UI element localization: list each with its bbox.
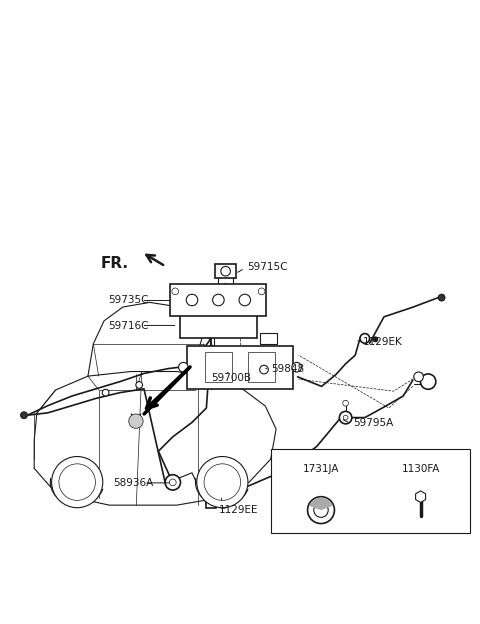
Circle shape bbox=[308, 497, 335, 524]
Text: 1130FA: 1130FA bbox=[401, 464, 440, 474]
Circle shape bbox=[373, 337, 378, 342]
Circle shape bbox=[169, 479, 176, 485]
Wedge shape bbox=[309, 498, 333, 510]
Circle shape bbox=[215, 490, 232, 508]
Circle shape bbox=[219, 495, 227, 503]
Bar bbox=[170, 285, 266, 316]
Text: 1129EK: 1129EK bbox=[362, 337, 402, 347]
Circle shape bbox=[438, 295, 445, 301]
Circle shape bbox=[292, 363, 301, 372]
Bar bbox=[249, 352, 275, 383]
Circle shape bbox=[59, 464, 96, 500]
Circle shape bbox=[197, 457, 248, 508]
Text: 59700B: 59700B bbox=[211, 373, 251, 383]
Text: 58936A: 58936A bbox=[113, 478, 153, 488]
Bar bbox=[206, 495, 216, 507]
Polygon shape bbox=[416, 491, 426, 502]
Text: 59795A: 59795A bbox=[353, 418, 393, 428]
Circle shape bbox=[420, 374, 436, 389]
Circle shape bbox=[343, 415, 348, 420]
Text: 1129EE: 1129EE bbox=[218, 505, 258, 515]
Circle shape bbox=[258, 288, 265, 295]
Circle shape bbox=[221, 266, 230, 276]
Circle shape bbox=[314, 503, 328, 517]
Text: 59848: 59848 bbox=[271, 364, 304, 374]
Text: 1731JA: 1731JA bbox=[303, 464, 339, 474]
Circle shape bbox=[343, 401, 348, 406]
Circle shape bbox=[136, 382, 143, 388]
Circle shape bbox=[260, 365, 268, 374]
Circle shape bbox=[21, 412, 27, 419]
Bar bbox=[187, 346, 293, 389]
Circle shape bbox=[179, 363, 188, 372]
Text: 59716C: 59716C bbox=[108, 321, 148, 331]
Circle shape bbox=[51, 457, 103, 508]
Circle shape bbox=[102, 389, 109, 396]
Bar bbox=[271, 449, 470, 533]
Circle shape bbox=[186, 295, 198, 306]
Bar bbox=[205, 352, 231, 383]
Text: FR.: FR. bbox=[101, 256, 129, 271]
Bar bbox=[215, 264, 236, 278]
Text: 59735C: 59735C bbox=[108, 296, 148, 306]
Circle shape bbox=[165, 475, 180, 490]
Text: 59715C: 59715C bbox=[247, 262, 288, 272]
Circle shape bbox=[213, 295, 224, 306]
Circle shape bbox=[129, 414, 143, 428]
Bar bbox=[180, 310, 257, 338]
Circle shape bbox=[360, 334, 370, 343]
Bar bbox=[261, 333, 277, 344]
Circle shape bbox=[339, 411, 352, 424]
Circle shape bbox=[204, 464, 240, 500]
Circle shape bbox=[239, 295, 251, 306]
Circle shape bbox=[414, 372, 423, 382]
Circle shape bbox=[172, 288, 179, 295]
